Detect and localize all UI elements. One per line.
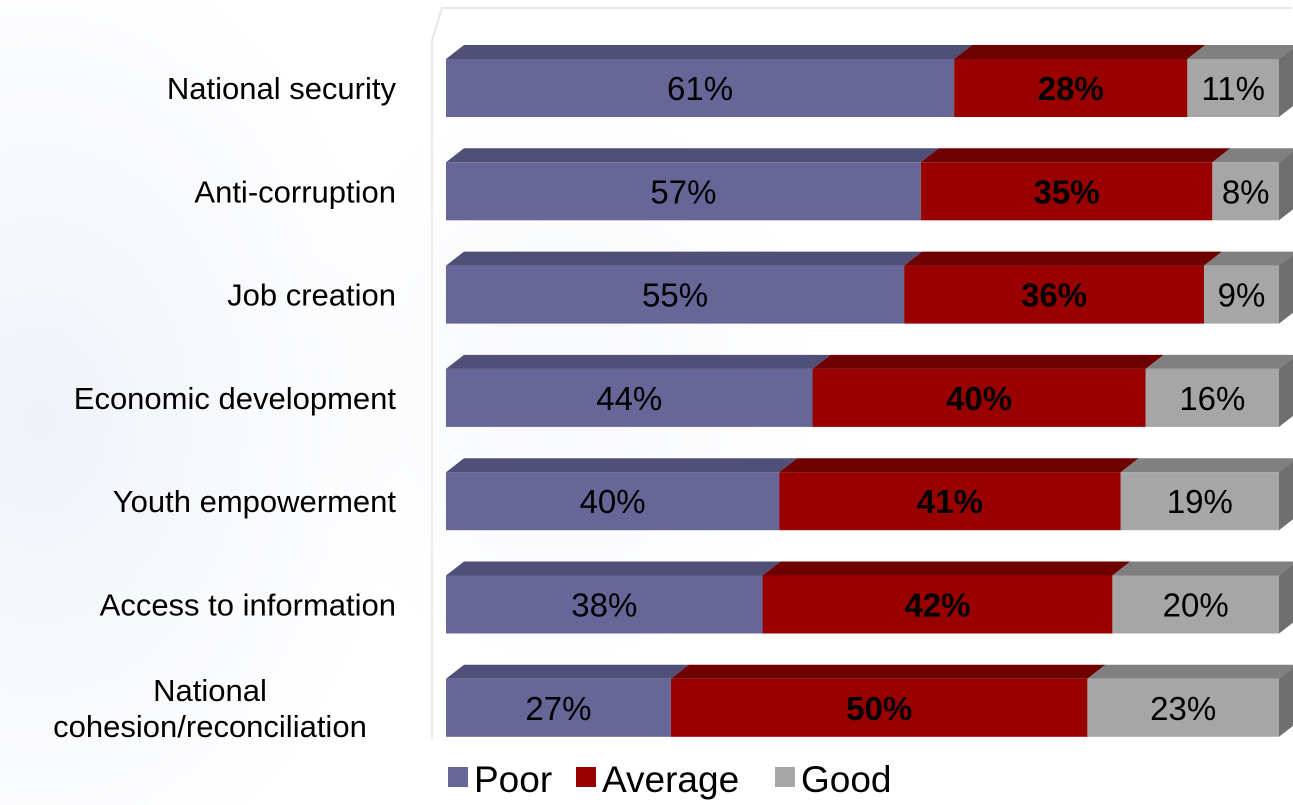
data-label-poor: 38% — [571, 587, 637, 624]
legend-label-good: Good — [801, 759, 892, 800]
bar-side-face — [1279, 667, 1293, 737]
bar-poor — [446, 59, 955, 117]
data-label-average: 28% — [1038, 70, 1104, 107]
bar-side-face — [1279, 358, 1293, 427]
bar-top-poor — [446, 251, 923, 266]
bar-top-average — [954, 45, 1206, 59]
bar-side-face — [1279, 151, 1293, 221]
bar-good — [1145, 368, 1279, 427]
bar-top-poor — [446, 561, 781, 576]
bar-row: 40% 41% 19% — [446, 458, 1293, 531]
bar-top-average — [779, 458, 1139, 473]
bar-average — [670, 678, 1088, 737]
bar-side-face — [1279, 254, 1293, 324]
bar-good — [1087, 678, 1279, 737]
bar-side-face — [1279, 461, 1293, 531]
data-label-good: 23% — [1150, 690, 1216, 727]
data-label-average: 41% — [917, 483, 983, 520]
legend-item-good: Good — [775, 759, 892, 800]
bar-poor — [446, 678, 671, 737]
bar-good — [1120, 472, 1279, 531]
bar-top-good — [1187, 45, 1293, 59]
data-label-good: 9% — [1218, 277, 1266, 314]
legend-item-poor: Poor — [448, 759, 552, 800]
bar-average — [920, 162, 1213, 221]
bar-poor — [446, 162, 921, 221]
bar-good — [1212, 162, 1279, 221]
category-label: National security — [167, 71, 397, 106]
category-label: Job creation — [227, 278, 396, 313]
bar-good — [1112, 575, 1279, 634]
bar-top-good — [1145, 354, 1293, 369]
data-label-good: 11% — [1201, 70, 1265, 107]
bar-top-good — [1204, 251, 1293, 266]
bar-top-good — [1087, 664, 1293, 679]
bar-good — [1187, 59, 1279, 117]
bar-row: 55% 36% 9% — [446, 251, 1293, 324]
bar-row: 38% 42% 20% — [446, 561, 1293, 634]
bar-poor — [446, 265, 905, 324]
bar-poor — [446, 575, 763, 634]
category-label: Youth empowerment — [113, 484, 397, 519]
data-label-poor: 57% — [650, 173, 716, 210]
bar-top-average — [670, 664, 1106, 679]
plot-back-wall — [431, 7, 1291, 740]
bar-top-poor — [446, 354, 831, 369]
data-label-good: 16% — [1179, 380, 1245, 417]
plot-back-wall-edge — [431, 7, 1291, 41]
legend-swatch-good — [775, 767, 795, 787]
bar-top-average — [920, 148, 1231, 163]
legend: Poor Average Good — [448, 759, 892, 800]
legend-swatch-average — [576, 767, 596, 787]
data-label-good: 8% — [1222, 173, 1270, 210]
bar-average — [762, 575, 1113, 634]
bar-row: 57% 35% 8% — [446, 148, 1293, 221]
data-label-poor: 61% — [667, 70, 733, 107]
bar-average — [812, 368, 1146, 427]
bar-average — [954, 59, 1188, 117]
legend-label-average: Average — [602, 759, 739, 800]
bar-top-good — [1112, 561, 1293, 576]
bar-good — [1204, 265, 1279, 324]
data-label-poor: 27% — [525, 690, 591, 727]
bar-average — [904, 265, 1205, 324]
legend-item-average: Average — [576, 759, 739, 800]
data-label-good: 19% — [1167, 483, 1233, 520]
bar-row: 27% 50% 23% — [446, 664, 1293, 737]
bar-top-poor — [446, 148, 939, 163]
bar-top-average — [812, 354, 1164, 369]
bar-side-face — [1279, 48, 1293, 117]
bar-poor — [446, 368, 813, 427]
bar-row: 61% 28% 11% — [446, 45, 1293, 117]
data-label-poor: 44% — [596, 380, 662, 417]
bar-top-good — [1120, 458, 1293, 473]
legend-swatch-poor — [448, 767, 468, 787]
bar-top-average — [762, 561, 1131, 576]
data-label-average: 40% — [946, 380, 1012, 417]
bar-average — [779, 472, 1121, 531]
bar-top-poor — [446, 45, 973, 59]
category-label: Economic development — [74, 381, 397, 416]
bar-top-poor — [446, 458, 798, 473]
bar-top-good — [1212, 148, 1293, 163]
bar-top-average — [904, 251, 1223, 266]
bar-top-poor — [446, 664, 689, 679]
category-label: Access to information — [100, 588, 396, 623]
bar-poor — [446, 472, 780, 531]
data-label-poor: 40% — [580, 483, 646, 520]
data-label-average: 42% — [904, 587, 970, 624]
legend-label-poor: Poor — [474, 759, 552, 800]
data-label-poor: 55% — [642, 277, 708, 314]
category-label: National cohesion/reconciliation — [53, 673, 367, 744]
data-label-average: 50% — [846, 690, 912, 727]
category-label: Anti-corruption — [194, 174, 396, 209]
bar-side-face — [1279, 564, 1293, 634]
data-label-average: 35% — [1034, 173, 1100, 210]
bars-group: 61% 28% 11% 57% 35% 8% 55% 36% 9% 44% 40% 16% 40% 41%… — [446, 45, 1293, 737]
data-label-good: 20% — [1163, 587, 1229, 624]
category-labels: National security Anti-corruption Job crea… — [53, 71, 396, 744]
bar-row: 44% 40% 16% — [446, 354, 1293, 427]
data-label-average: 36% — [1021, 277, 1087, 314]
